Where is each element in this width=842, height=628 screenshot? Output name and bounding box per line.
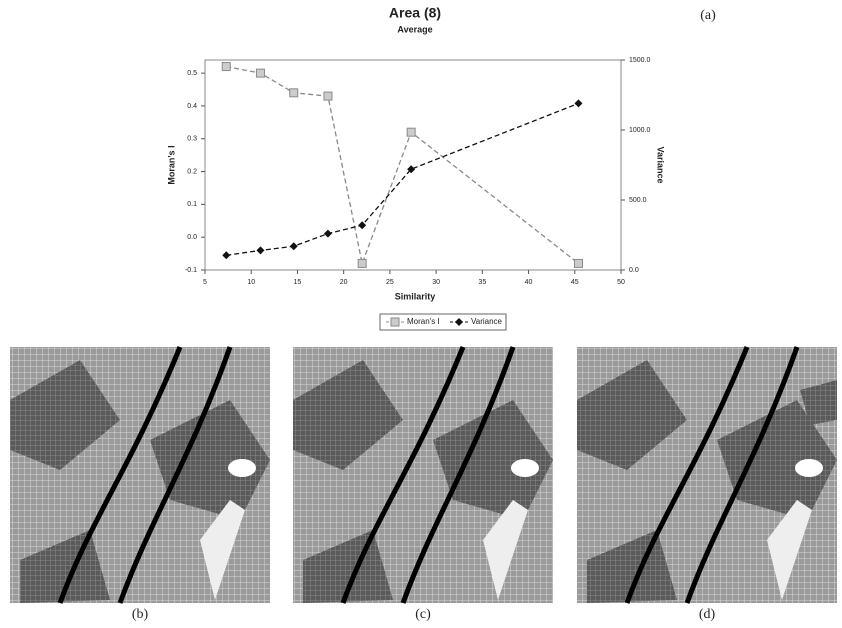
image-d: [577, 346, 837, 604]
y-axis-title: Moran's I: [166, 145, 176, 184]
point: [255, 68, 265, 78]
chart-subtitle: Average: [397, 24, 432, 34]
y-tick-label: 0.1: [187, 201, 197, 208]
y2-tick-label: 500.0: [629, 197, 647, 204]
x-tick-label: 15: [294, 279, 302, 286]
x-tick-label: 20: [340, 279, 348, 286]
panel-label: (d): [699, 607, 716, 622]
y2-tick-label: 1000.0: [629, 127, 651, 134]
point: [222, 251, 231, 260]
legend-label: Variance: [471, 317, 503, 326]
y-tick-label: 0.3: [187, 136, 197, 143]
plot-frame: [204, 59, 622, 271]
point: [256, 246, 265, 255]
panel-label: (c): [415, 607, 431, 622]
x-axis-title: Similarity: [395, 291, 436, 301]
chart-title: Area (8): [389, 5, 441, 21]
legend-marker: [390, 317, 400, 327]
y-tick-label: 0.5: [187, 70, 197, 77]
point: [574, 99, 583, 108]
x-tick-label: 25: [386, 279, 394, 286]
y2-tick-label: 0.0: [629, 267, 639, 274]
series-line: [226, 65, 579, 266]
y-tick-label: -0.1: [185, 267, 197, 274]
point: [407, 165, 416, 174]
point: [406, 127, 416, 137]
x-tick-label: 10: [247, 279, 255, 286]
legend-marker: [455, 318, 463, 326]
x-tick-label: 5: [203, 279, 207, 286]
y-tick-label: 0.2: [187, 168, 197, 175]
legend-box: [379, 313, 507, 331]
point: [289, 88, 299, 98]
point: [358, 221, 367, 230]
image-c: [293, 346, 553, 604]
y-tick-label: 0.0: [187, 234, 197, 241]
series-line: [226, 102, 579, 256]
image-panels: [10, 346, 837, 604]
y2-axis-title: Variance: [656, 146, 666, 183]
image-b: [10, 346, 270, 604]
point: [323, 91, 333, 101]
x-tick-label: 40: [525, 279, 533, 286]
y-tick-label: 0.4: [187, 103, 197, 110]
point: [289, 242, 298, 251]
x-tick-label: 35: [478, 279, 486, 286]
point: [323, 229, 332, 238]
x-tick-label: 45: [571, 279, 579, 286]
legend-label: Moran's I: [407, 317, 440, 326]
x-tick-label: 30: [432, 279, 440, 286]
point: [221, 62, 231, 72]
point: [573, 258, 583, 268]
y2-tick-label: 1500.0: [629, 57, 651, 64]
panel-label: (b): [132, 607, 149, 622]
x-tick-label: 50: [617, 279, 625, 286]
panel-label: (a): [700, 8, 716, 23]
point: [357, 258, 367, 268]
